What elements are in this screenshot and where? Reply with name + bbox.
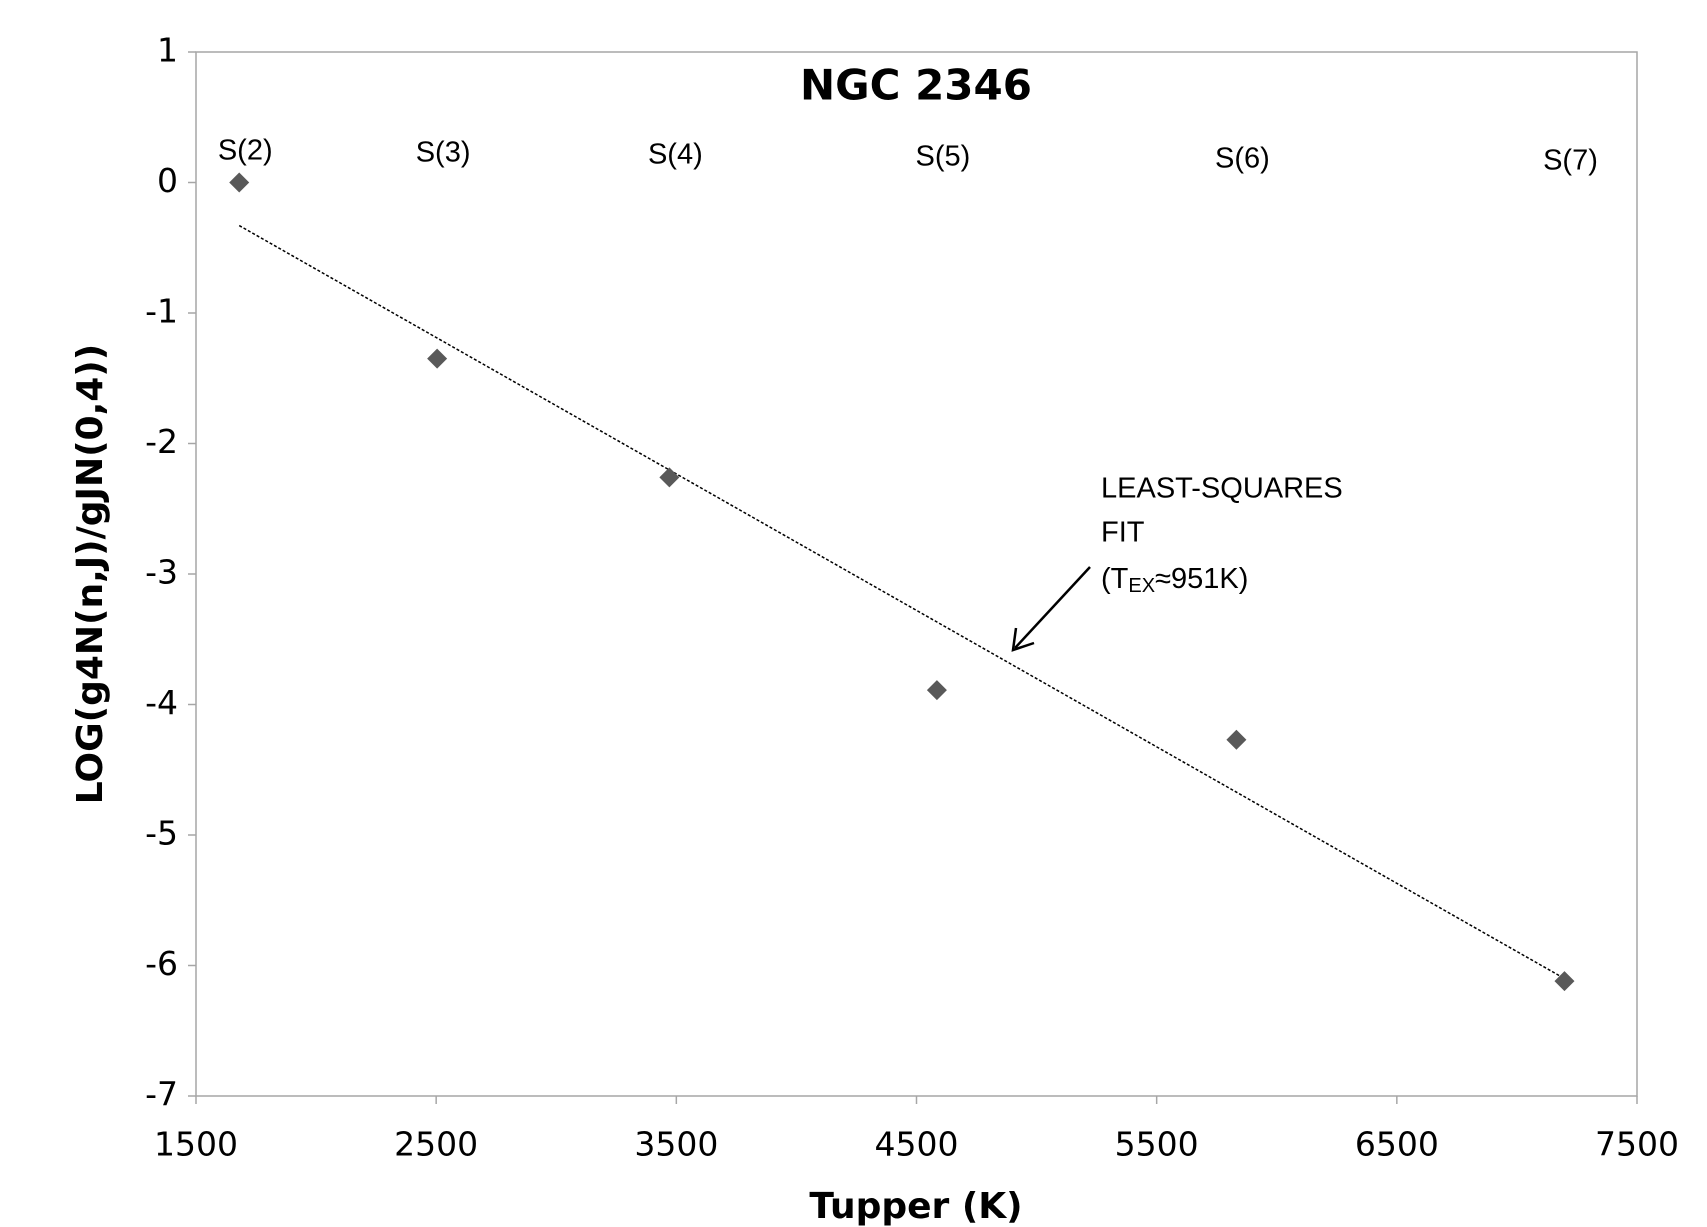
- point-label: S(3): [416, 137, 471, 169]
- x-tick-label: 1500: [154, 1125, 238, 1164]
- y-tick-label: -2: [145, 422, 178, 461]
- point: [1554, 971, 1575, 992]
- x-tick-label: 2500: [394, 1125, 478, 1164]
- annotation: FIT: [1101, 517, 1145, 549]
- y-tick-label: -6: [145, 944, 178, 983]
- annotation-part: (T: [1101, 563, 1129, 595]
- y-tick-label: -1: [145, 292, 178, 331]
- y-tick-label: 0: [157, 161, 178, 200]
- x-tick-label: 4500: [875, 1125, 959, 1164]
- y-tick-label: -4: [145, 683, 178, 722]
- point: [427, 348, 448, 369]
- annotation: LEAST-SQUARES: [1101, 473, 1343, 505]
- annotation: (TEX≈951K): [1101, 563, 1248, 598]
- point-label: S(2): [218, 135, 273, 167]
- y-tick-label: -5: [145, 814, 178, 853]
- annotation-arrow: [1011, 566, 1091, 652]
- annotation-subscript: EX: [1128, 575, 1155, 597]
- y-tick-label: 1: [157, 31, 178, 70]
- plot-frame: [195, 51, 1638, 1097]
- y-tick-label: -3: [145, 553, 178, 592]
- point: [1226, 729, 1247, 750]
- point: [926, 680, 947, 701]
- point-label: S(4): [648, 139, 703, 171]
- y-axis-label: LOG(g4N(n,J)/gJN(0,4)): [70, 344, 111, 804]
- point-label: S(7): [1543, 145, 1598, 177]
- point-label: S(6): [1215, 143, 1270, 175]
- x-tick-label: 7500: [1595, 1125, 1679, 1164]
- x-axis-label: Tupper (K): [809, 1186, 1022, 1227]
- x-tick-label: 6500: [1355, 1125, 1439, 1164]
- fit-line: [238, 224, 1565, 980]
- x-tick-label: 3500: [634, 1125, 718, 1164]
- annotation-part: ≈951K): [1155, 563, 1248, 595]
- point: [659, 467, 680, 488]
- point-label: S(5): [916, 141, 971, 173]
- point: [229, 172, 250, 193]
- chart-title: NGC 2346: [800, 61, 1032, 110]
- y-tick-label: -7: [145, 1075, 178, 1114]
- x-tick-label: 5500: [1115, 1125, 1199, 1164]
